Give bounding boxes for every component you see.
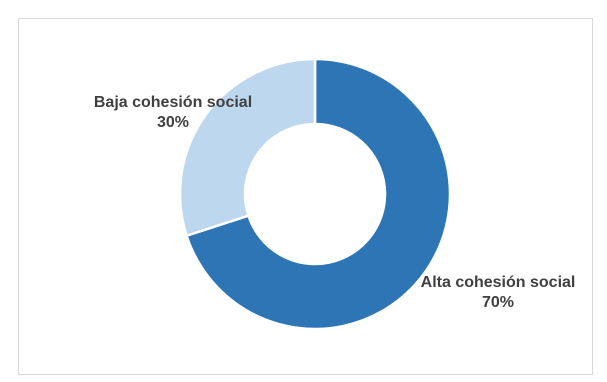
donut-slice-1 <box>185 57 452 331</box>
donut-slice-2 <box>178 57 317 238</box>
slice-value-label-1: 70% <box>482 294 514 311</box>
slice-label-2: Baja cohesión social <box>94 94 252 111</box>
slice-value-label-2: 30% <box>157 114 189 131</box>
labels-group: Alta cohesión social 70% Baja cohesión soc… <box>94 94 576 311</box>
slices-group <box>178 57 452 331</box>
slice-label-1: Alta cohesión social <box>421 274 576 291</box>
